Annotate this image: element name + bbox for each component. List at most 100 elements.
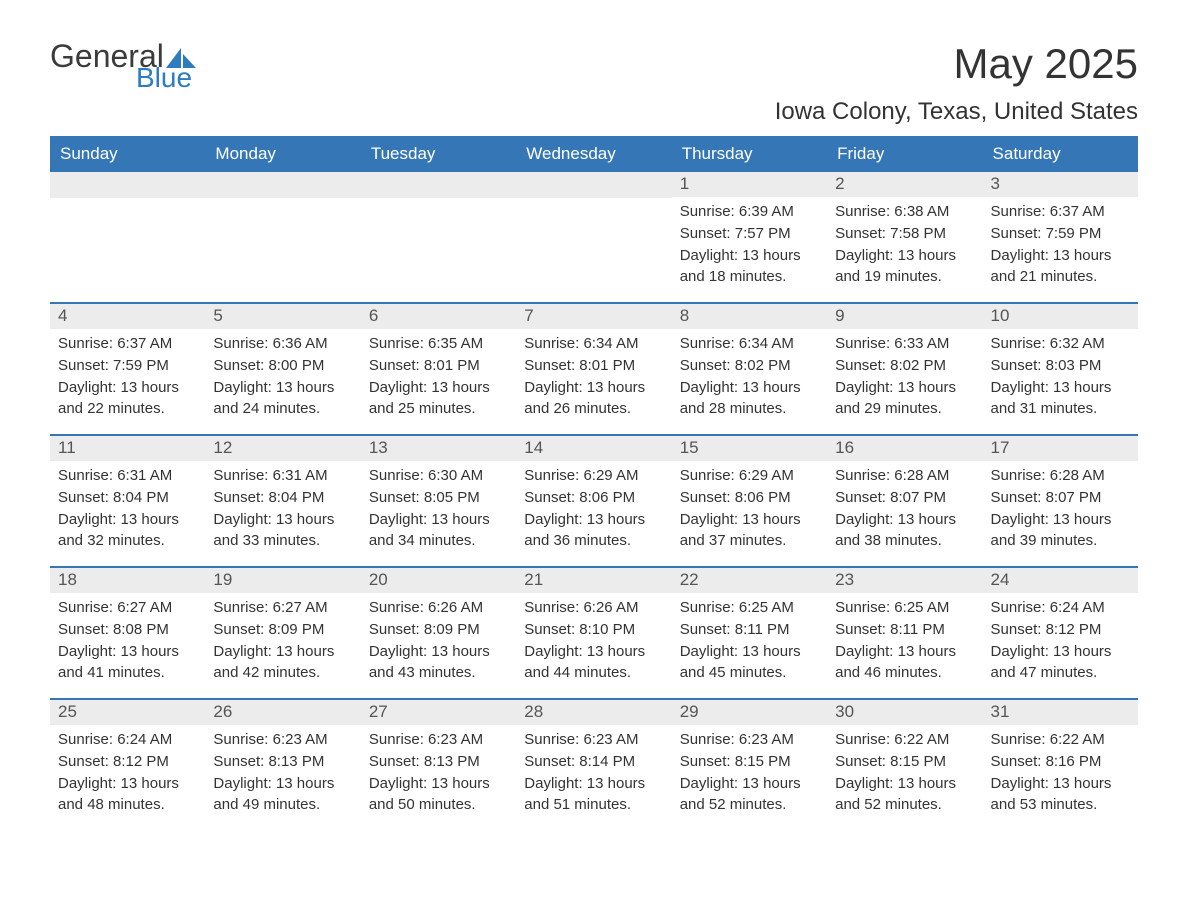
sunset-line: Sunset: 8:13 PM [213,751,352,773]
daylight-line: Daylight: 13 hours and 52 minutes. [835,773,974,817]
day-content: Sunrise: 6:30 AMSunset: 8:05 PMDaylight:… [361,461,516,560]
daylight-line: Daylight: 13 hours and 50 minutes. [369,773,508,817]
week-row: 4Sunrise: 6:37 AMSunset: 7:59 PMDaylight… [50,302,1138,434]
title-block: May 2025 [954,40,1138,88]
day-number: 30 [827,700,982,725]
day-cell: 6Sunrise: 6:35 AMSunset: 8:01 PMDaylight… [361,304,516,434]
sunrise-line: Sunrise: 6:32 AM [991,333,1130,355]
day-number: 25 [50,700,205,725]
sunset-line: Sunset: 8:04 PM [213,487,352,509]
day-cell: 13Sunrise: 6:30 AMSunset: 8:05 PMDayligh… [361,436,516,566]
day-content: Sunrise: 6:23 AMSunset: 8:14 PMDaylight:… [516,725,671,824]
day-cell: 26Sunrise: 6:23 AMSunset: 8:13 PMDayligh… [205,700,360,830]
sunrise-line: Sunrise: 6:23 AM [369,729,508,751]
day-cell: 22Sunrise: 6:25 AMSunset: 8:11 PMDayligh… [672,568,827,698]
weekday-header: Thursday [672,136,827,172]
day-number: 21 [516,568,671,593]
sunrise-line: Sunrise: 6:23 AM [524,729,663,751]
sunrise-line: Sunrise: 6:31 AM [213,465,352,487]
daylight-line: Daylight: 13 hours and 19 minutes. [835,245,974,289]
day-content: Sunrise: 6:23 AMSunset: 8:13 PMDaylight:… [361,725,516,824]
day-content: Sunrise: 6:24 AMSunset: 8:12 PMDaylight:… [50,725,205,824]
weekday-header: Saturday [983,136,1138,172]
daylight-line: Daylight: 13 hours and 43 minutes. [369,641,508,685]
daylight-line: Daylight: 13 hours and 37 minutes. [680,509,819,553]
daylight-line: Daylight: 13 hours and 51 minutes. [524,773,663,817]
daylight-line: Daylight: 13 hours and 33 minutes. [213,509,352,553]
day-cell: 15Sunrise: 6:29 AMSunset: 8:06 PMDayligh… [672,436,827,566]
day-cell: 23Sunrise: 6:25 AMSunset: 8:11 PMDayligh… [827,568,982,698]
day-number: 31 [983,700,1138,725]
day-cell: 29Sunrise: 6:23 AMSunset: 8:15 PMDayligh… [672,700,827,830]
daylight-line: Daylight: 13 hours and 24 minutes. [213,377,352,421]
day-cell: 10Sunrise: 6:32 AMSunset: 8:03 PMDayligh… [983,304,1138,434]
logo: General Blue [50,40,196,92]
day-cell: 18Sunrise: 6:27 AMSunset: 8:08 PMDayligh… [50,568,205,698]
week-row: 18Sunrise: 6:27 AMSunset: 8:08 PMDayligh… [50,566,1138,698]
day-number: 12 [205,436,360,461]
daylight-line: Daylight: 13 hours and 45 minutes. [680,641,819,685]
day-number: 11 [50,436,205,461]
day-content: Sunrise: 6:37 AMSunset: 7:59 PMDaylight:… [983,197,1138,296]
weekday-header: Wednesday [516,136,671,172]
sunrise-line: Sunrise: 6:34 AM [680,333,819,355]
sunset-line: Sunset: 8:11 PM [835,619,974,641]
daylight-line: Daylight: 13 hours and 18 minutes. [680,245,819,289]
day-number: 16 [827,436,982,461]
sunset-line: Sunset: 8:08 PM [58,619,197,641]
day-number: 19 [205,568,360,593]
sunrise-line: Sunrise: 6:25 AM [835,597,974,619]
sunrise-line: Sunrise: 6:29 AM [680,465,819,487]
day-cell: 14Sunrise: 6:29 AMSunset: 8:06 PMDayligh… [516,436,671,566]
day-number: 29 [672,700,827,725]
day-content: Sunrise: 6:35 AMSunset: 8:01 PMDaylight:… [361,329,516,428]
sunset-line: Sunset: 8:04 PM [58,487,197,509]
sunrise-line: Sunrise: 6:28 AM [991,465,1130,487]
day-content: Sunrise: 6:26 AMSunset: 8:10 PMDaylight:… [516,593,671,692]
sunset-line: Sunset: 8:01 PM [524,355,663,377]
day-content: Sunrise: 6:37 AMSunset: 7:59 PMDaylight:… [50,329,205,428]
day-content: Sunrise: 6:25 AMSunset: 8:11 PMDaylight:… [672,593,827,692]
day-cell: 28Sunrise: 6:23 AMSunset: 8:14 PMDayligh… [516,700,671,830]
logo-text-blue: Blue [136,64,196,92]
sunset-line: Sunset: 7:58 PM [835,223,974,245]
day-cell: 31Sunrise: 6:22 AMSunset: 8:16 PMDayligh… [983,700,1138,830]
day-content: Sunrise: 6:27 AMSunset: 8:08 PMDaylight:… [50,593,205,692]
day-content: Sunrise: 6:23 AMSunset: 8:13 PMDaylight:… [205,725,360,824]
day-number: 13 [361,436,516,461]
day-content: Sunrise: 6:39 AMSunset: 7:57 PMDaylight:… [672,197,827,296]
sunrise-line: Sunrise: 6:33 AM [835,333,974,355]
sunset-line: Sunset: 8:06 PM [524,487,663,509]
sunrise-line: Sunrise: 6:22 AM [835,729,974,751]
day-content: Sunrise: 6:27 AMSunset: 8:09 PMDaylight:… [205,593,360,692]
day-cell: 27Sunrise: 6:23 AMSunset: 8:13 PMDayligh… [361,700,516,830]
daylight-line: Daylight: 13 hours and 34 minutes. [369,509,508,553]
sunset-line: Sunset: 8:13 PM [369,751,508,773]
day-content: Sunrise: 6:24 AMSunset: 8:12 PMDaylight:… [983,593,1138,692]
day-cell [205,172,360,302]
daylight-line: Daylight: 13 hours and 53 minutes. [991,773,1130,817]
sunset-line: Sunset: 8:07 PM [991,487,1130,509]
day-cell: 16Sunrise: 6:28 AMSunset: 8:07 PMDayligh… [827,436,982,566]
day-cell: 2Sunrise: 6:38 AMSunset: 7:58 PMDaylight… [827,172,982,302]
sunset-line: Sunset: 8:11 PM [680,619,819,641]
day-cell: 30Sunrise: 6:22 AMSunset: 8:15 PMDayligh… [827,700,982,830]
day-number: 23 [827,568,982,593]
weeks-container: 1Sunrise: 6:39 AMSunset: 7:57 PMDaylight… [50,172,1138,830]
empty-day-bar [516,172,671,198]
daylight-line: Daylight: 13 hours and 32 minutes. [58,509,197,553]
sunrise-line: Sunrise: 6:26 AM [524,597,663,619]
sunset-line: Sunset: 7:57 PM [680,223,819,245]
sunrise-line: Sunrise: 6:28 AM [835,465,974,487]
sunset-line: Sunset: 8:16 PM [991,751,1130,773]
sunrise-line: Sunrise: 6:37 AM [58,333,197,355]
day-number: 5 [205,304,360,329]
empty-day-bar [361,172,516,198]
sunrise-line: Sunrise: 6:35 AM [369,333,508,355]
calendar: SundayMondayTuesdayWednesdayThursdayFrid… [50,136,1138,830]
day-content: Sunrise: 6:36 AMSunset: 8:00 PMDaylight:… [205,329,360,428]
daylight-line: Daylight: 13 hours and 25 minutes. [369,377,508,421]
day-cell: 1Sunrise: 6:39 AMSunset: 7:57 PMDaylight… [672,172,827,302]
daylight-line: Daylight: 13 hours and 42 minutes. [213,641,352,685]
day-content: Sunrise: 6:32 AMSunset: 8:03 PMDaylight:… [983,329,1138,428]
